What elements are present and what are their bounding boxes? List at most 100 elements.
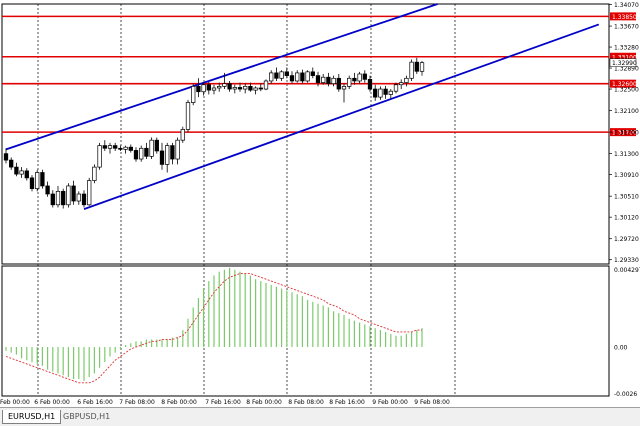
candle-body	[71, 185, 76, 202]
candlesticks	[3, 57, 425, 209]
candle-body	[357, 73, 362, 82]
candle-body	[414, 61, 419, 72]
tab-eurusd[interactable]: EURUSD,H1	[2, 410, 62, 424]
candle-body	[310, 71, 315, 76]
candle-body	[347, 77, 352, 87]
x-tick-label: 8 Feb 00:00	[246, 399, 282, 406]
candle-body	[14, 166, 19, 175]
candle-body	[404, 77, 409, 83]
candle-body	[258, 87, 263, 90]
candle-body	[315, 75, 321, 83]
y-tick-label: 1.31700	[614, 130, 639, 137]
candle-body	[123, 146, 128, 150]
y-tick-label: 1.32890	[614, 66, 639, 73]
y-tick-label: 1.33670	[614, 24, 639, 31]
candle-body	[393, 84, 399, 92]
chart-tab-bar: EURUSD,H1 GBPUSD,H1	[0, 407, 640, 426]
candle-body	[253, 87, 258, 91]
candle-body	[201, 84, 206, 93]
y-tick-label: 1.34070	[614, 2, 639, 9]
indicator-y-tick: 0.00	[614, 345, 628, 352]
macd-signal-line	[5, 273, 422, 384]
candle-body	[50, 193, 55, 206]
y-tick-label: 1.32100	[614, 108, 639, 115]
y-tick-label: 1.33280	[614, 45, 639, 52]
level-label-bg	[610, 12, 636, 21]
candle-body	[118, 147, 123, 150]
channel-lines[interactable]	[5, 3, 600, 210]
candle-body	[409, 61, 414, 79]
candle-body	[305, 71, 310, 82]
macd-indicator: 0.004297 0.00 -0.0026	[5, 267, 640, 398]
candle-body	[378, 88, 383, 98]
candle-body	[373, 88, 378, 98]
candle-body	[92, 166, 97, 181]
channel-line	[83, 23, 600, 210]
candle-body	[232, 87, 237, 90]
candle-body	[40, 172, 45, 187]
level-label-bg	[610, 79, 636, 88]
level-label: 1.33100	[612, 54, 637, 61]
candle-body	[399, 82, 404, 86]
candle-body	[321, 76, 326, 83]
candle-body	[19, 170, 24, 175]
candle-body	[175, 139, 180, 160]
candle-body	[154, 139, 159, 152]
candle-body	[185, 102, 191, 130]
candle-body	[76, 193, 81, 202]
grid-lines	[1, 3, 610, 397]
level-label: 1.32600	[612, 81, 637, 88]
level-label: 1.33850	[612, 14, 637, 21]
candle-body	[97, 145, 102, 168]
indicator-y-tick: -0.0026	[614, 391, 637, 398]
y-tick-label: 1.30120	[614, 215, 639, 222]
y-tick-label: 1.32500	[614, 87, 639, 94]
y-tick-label: 1.29720	[614, 236, 639, 243]
candle-body	[66, 185, 71, 206]
x-tick-label: 8 Feb 00:00	[161, 399, 197, 406]
candle-body	[352, 77, 357, 82]
candle-body	[284, 71, 289, 76]
candle-body	[113, 145, 118, 149]
candle-body	[217, 86, 222, 89]
candle-body	[61, 190, 66, 206]
tab-gbpusd[interactable]: GBPUSD,H1	[63, 412, 111, 421]
candle-body	[206, 84, 211, 91]
candle-body	[29, 177, 35, 189]
y-tick-label: 1.30510	[614, 194, 639, 201]
candle-body	[107, 145, 113, 149]
candle-body	[289, 75, 295, 82]
indicator-y-tick: 0.004297	[614, 267, 640, 274]
candle-body	[81, 193, 87, 206]
candle-body	[326, 76, 331, 85]
candle-body	[300, 72, 305, 82]
y-tick-label: 1.31300	[614, 151, 639, 158]
candle-body	[269, 72, 274, 82]
candle-body	[383, 88, 388, 95]
level-label-bg	[610, 128, 636, 137]
candle-body	[274, 72, 279, 79]
candle-body	[170, 145, 175, 160]
candle-body	[243, 86, 248, 90]
candle-body	[87, 180, 92, 206]
candle-body	[263, 80, 269, 90]
candle-body	[419, 62, 425, 72]
candle-body	[191, 86, 196, 103]
candle-body	[341, 86, 347, 90]
level-label: 1.31700	[612, 130, 637, 137]
candle-body	[367, 79, 373, 90]
candle-body	[9, 159, 14, 168]
candle-body	[144, 147, 149, 157]
candle-body	[102, 145, 107, 149]
level-label-bg	[610, 52, 636, 61]
indicator-pane-frame	[1, 265, 610, 397]
channel-line	[5, 3, 438, 151]
candle-body	[180, 129, 185, 141]
candle-body	[295, 72, 300, 82]
candle-body	[336, 77, 341, 90]
time-axis: 5 Feb 00:00 6 Feb 00:00 6 Feb 16:00 7 Feb 0…	[0, 399, 450, 406]
candle-body	[128, 146, 133, 151]
candle-body	[35, 172, 40, 189]
candle-body	[24, 170, 29, 179]
